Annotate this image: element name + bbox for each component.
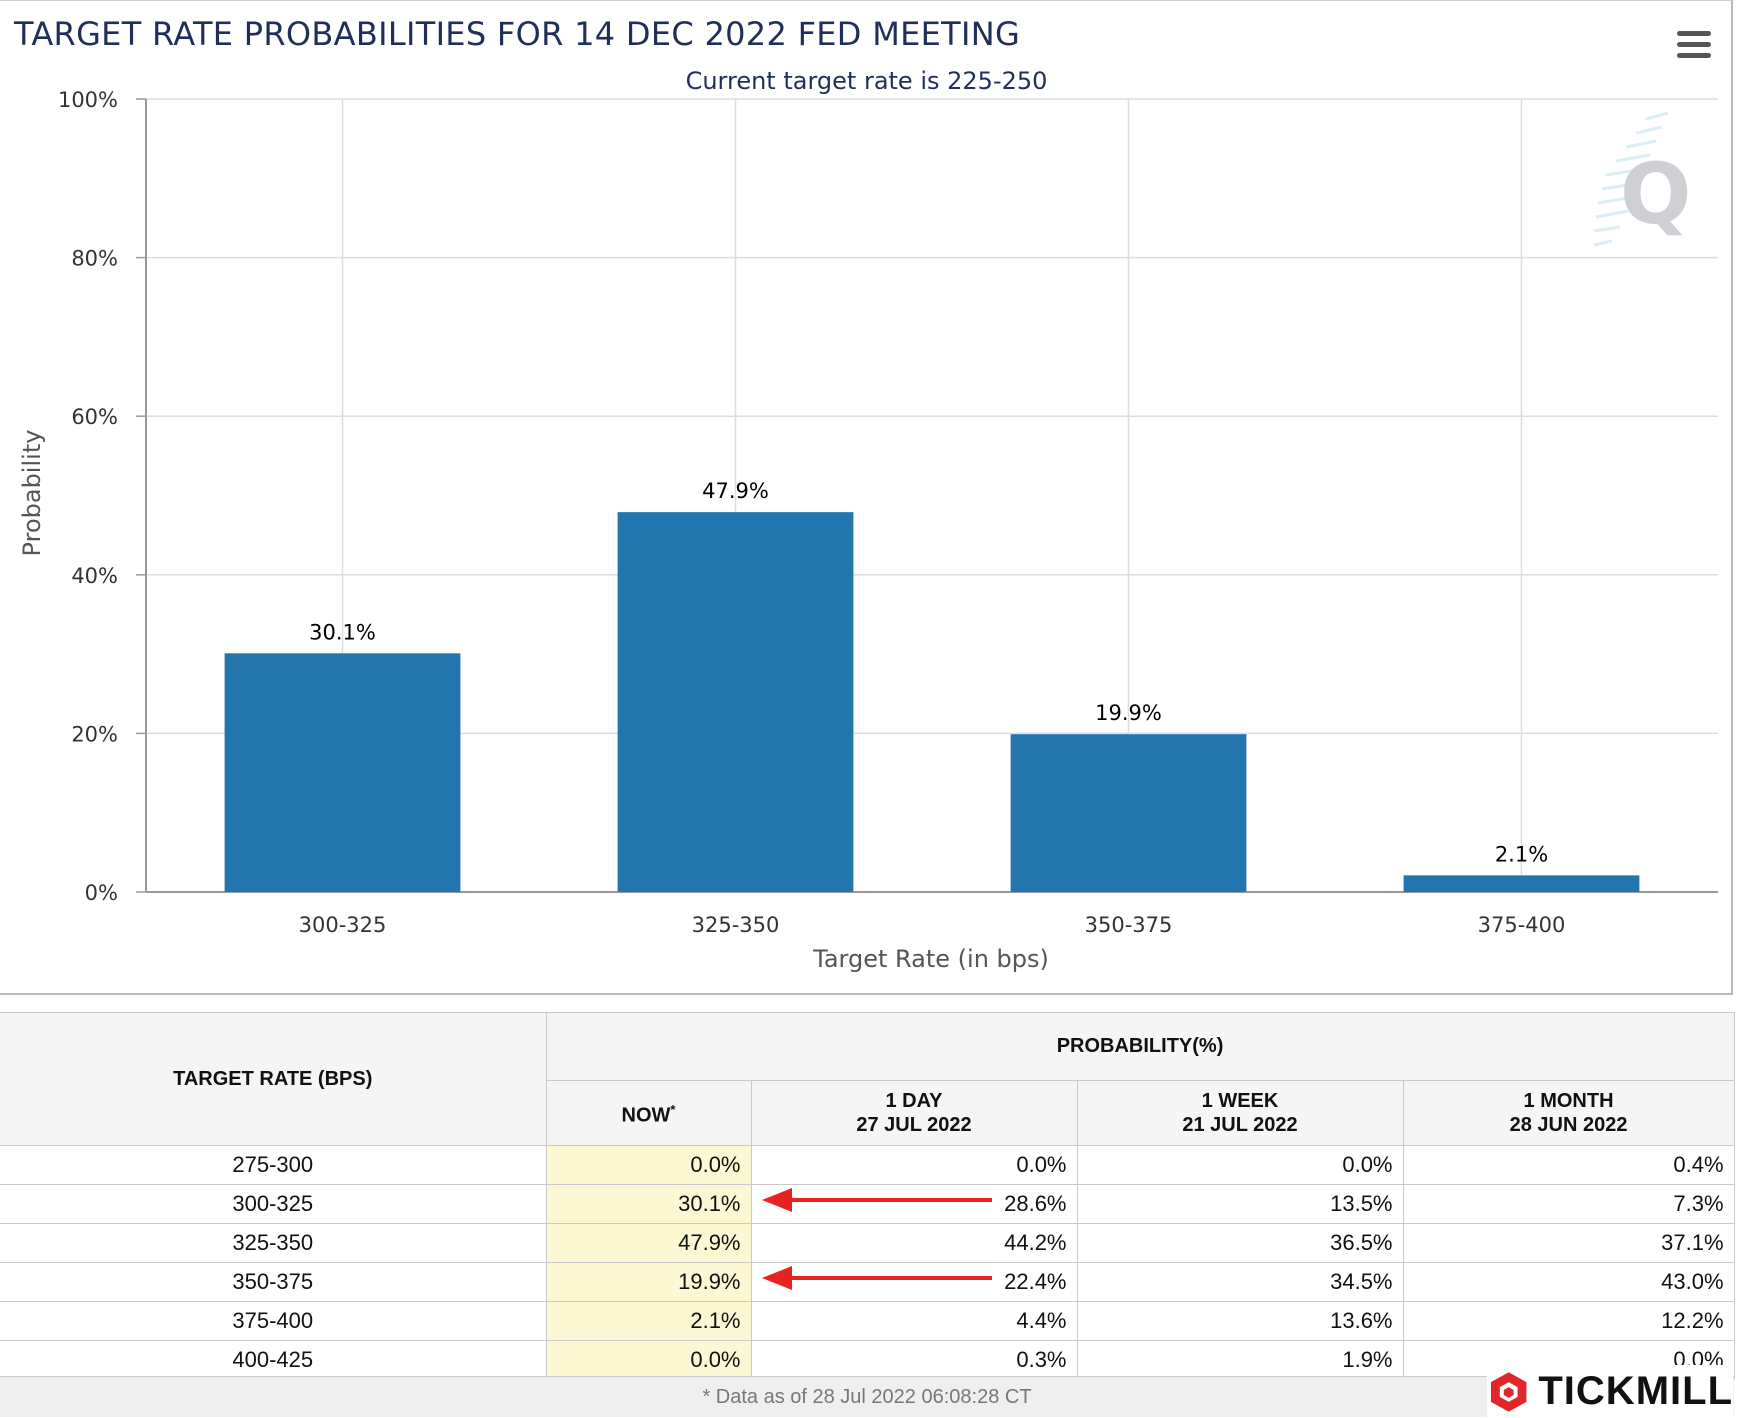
month-cell: 12.2% [1403,1301,1735,1341]
bar[interactable] [1010,734,1247,892]
col-header-1-week: 1 WEEK 21 JUL 2022 [1076,1079,1404,1147]
table-row: 400-425 0.0% 0.3% 1.9% 0.0% [0,1340,1735,1380]
red-arrow-icon [762,1266,992,1290]
y-tick-label: 40% [71,564,118,588]
red-arrow-icon [762,1188,992,1212]
bar-data-label: 47.9% [702,479,769,503]
week-cell: 1.9% [1077,1340,1404,1380]
svg-text:Q: Q [1620,145,1691,243]
chart-subtitle: Current target rate is 225-250 [685,67,1048,95]
y-tick-label: 80% [71,247,118,271]
bar-chart: Q 0% 20% 40% 60% 80% 100% 300-325 325-350 350-37… [18,88,1718,973]
y-tick-label: 100% [58,88,118,112]
now-cell: 0.0% [546,1145,752,1185]
month-cell: 37.1% [1403,1223,1735,1263]
y-tick-label: 0% [85,881,118,905]
month-cell: 7.3% [1403,1184,1735,1224]
watermark-q-logo-icon: Q [1593,111,1691,247]
table-row: 300-325 30.1% 28.6% 13.5% 7.3% [0,1184,1735,1224]
day-cell: 4.4% [751,1301,1078,1341]
col-header-1-day: 1 DAY 27 JUL 2022 [750,1079,1078,1147]
tickmill-hexagon-icon [1490,1371,1527,1412]
week-cell: 34.5% [1077,1262,1404,1302]
header-probability: PROBABILITY(%) [545,1012,1735,1081]
rate-cell: 275-300 [0,1145,547,1185]
x-tick-label: 325-350 [692,913,780,937]
bar-data-label: 30.1% [309,620,376,644]
week-cell: 36.5% [1077,1223,1404,1263]
day-cell: 22.4% [751,1262,1078,1302]
now-cell: 47.9% [546,1223,752,1263]
rate-cell: 350-375 [0,1262,547,1302]
bar[interactable] [1403,875,1640,892]
rate-cell: 300-325 [0,1184,547,1224]
now-cell: 19.9% [546,1262,752,1302]
chart-title: TARGET RATE PROBABILITIES FOR 14 DEC 202… [14,15,1021,53]
week-cell: 0.0% [1077,1145,1404,1185]
header-target-rate: TARGET RATE (BPS) [0,1012,547,1146]
x-tick-label: 350-375 [1085,913,1173,937]
hamburger-menu-icon[interactable] [1677,31,1711,59]
day-cell: 44.2% [751,1223,1078,1263]
week-cell: 13.6% [1077,1301,1404,1341]
table-footnote: * Data as of 28 Jul 2022 06:08:28 CT [0,1376,1734,1417]
table-row: 275-300 0.0% 0.0% 0.0% 0.4% [0,1145,1735,1185]
bar[interactable] [224,653,461,892]
x-tick-label: 300-325 [299,913,387,937]
now-cell: 2.1% [546,1301,752,1341]
tickmill-logo: TICKMILL [1487,1365,1733,1418]
rate-cell: 400-425 [0,1340,547,1380]
bar[interactable] [617,512,854,892]
x-axis-title: Target Rate (in bps) [812,945,1049,973]
month-cell: 0.4% [1403,1145,1735,1185]
rate-cell: 375-400 [0,1301,547,1341]
chart-panel: TARGET RATE PROBABILITIES FOR 14 DEC 202… [0,0,1733,995]
col-header-now: NOW* [545,1079,752,1147]
now-cell: 30.1% [546,1184,752,1224]
x-tick-label: 375-400 [1478,913,1566,937]
day-cell: 0.3% [751,1340,1078,1380]
table-row: 325-350 47.9% 44.2% 36.5% 37.1% [0,1223,1735,1263]
y-axis-title: Probability [18,430,46,557]
y-tick-label: 20% [71,722,118,746]
week-cell: 13.5% [1077,1184,1404,1224]
table-row: 375-400 2.1% 4.4% 13.6% 12.2% [0,1301,1735,1341]
day-cell: 0.0% [751,1145,1078,1185]
now-cell: 0.0% [546,1340,752,1380]
rate-cell: 325-350 [0,1223,547,1263]
bar-data-label: 2.1% [1495,842,1548,866]
col-header-1-month: 1 MONTH 28 JUN 2022 [1402,1079,1735,1147]
probability-table: TARGET RATE (BPS) PROBABILITY(%) NOW* 1 … [0,1012,1735,1380]
y-tick-label: 60% [71,405,118,429]
month-cell: 43.0% [1403,1262,1735,1302]
tickmill-wordmark: TICKMILL [1538,1369,1733,1413]
bar-data-label: 19.9% [1095,701,1162,725]
